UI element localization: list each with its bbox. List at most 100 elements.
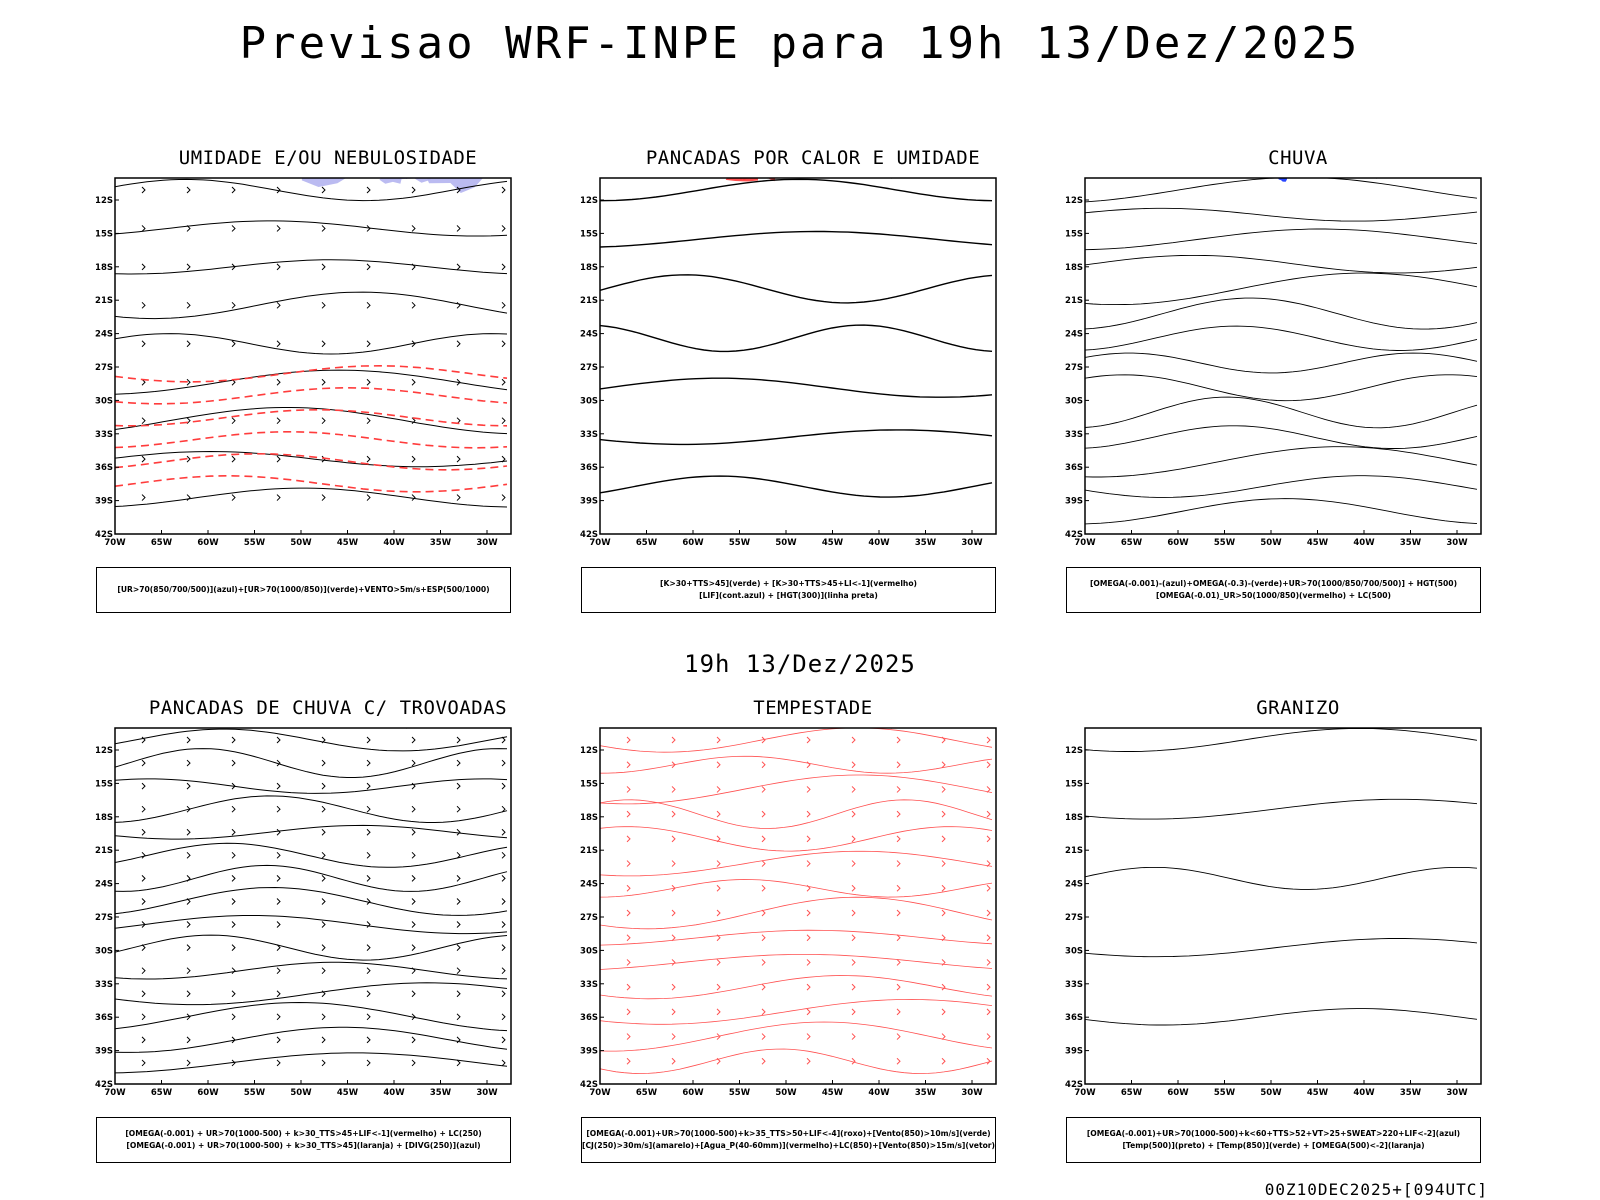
lon-tick-label: 30W <box>961 538 983 548</box>
lon-tick-label: 65W <box>151 538 173 548</box>
lon-tick-label: 35W <box>1400 538 1422 548</box>
lat-tick-label: 27S <box>95 913 113 923</box>
map-canvas: 1004100810081004100010081008101210161016… <box>95 177 512 548</box>
panel-tempestade: TEMPESTADE 405040303012S15S18S21S24S27S3… <box>563 697 1063 1177</box>
lat-tick-label: 39S <box>1065 1047 1083 1057</box>
panel-title: PANCADAS DE CHUVA C/ TROVOADAS <box>148 697 508 719</box>
lon-tick-label: 35W <box>430 1088 452 1098</box>
lat-tick-label: 18S <box>1065 263 1083 273</box>
lat-tick-label: 27S <box>580 913 598 923</box>
map-canvas: 121215151818-9-9121512S15S18S21S24S27S30… <box>1065 727 1482 1098</box>
panel-pancadas-calor: PANCADAS POR CALOR E UMIDADE 95209600960… <box>563 147 1063 627</box>
map-canvas: 9520960096009600960095209520944094409360… <box>580 177 997 548</box>
lon-tick-label: 40W <box>1353 538 1375 548</box>
lon-tick-label: 50W <box>1260 1088 1282 1098</box>
lon-tick-label: 70W <box>1074 538 1096 548</box>
lat-tick-label: 12S <box>1065 746 1083 756</box>
lat-tick-label: 33S <box>95 430 113 440</box>
legend-line: [LIF](cont.azul) + [HGT(300)](linha pret… <box>699 591 878 600</box>
lat-tick-label: 39S <box>1065 497 1083 507</box>
lat-tick-label: 39S <box>580 1047 598 1057</box>
lat-tick-label: 30S <box>95 946 113 956</box>
lat-tick-label: 42S <box>580 530 598 540</box>
lat-tick-label: 42S <box>580 1080 598 1090</box>
lat-tick-label: 27S <box>1065 363 1083 373</box>
panel-title: GRANIZO <box>1256 697 1340 719</box>
lat-tick-label: 36S <box>1065 463 1083 473</box>
lat-tick-label: 21S <box>1065 846 1083 856</box>
lat-tick-label: 33S <box>1065 980 1083 990</box>
lon-tick-label: 55W <box>244 1088 266 1098</box>
lon-tick-label: 60W <box>682 1088 704 1098</box>
lon-tick-label: 50W <box>290 538 312 548</box>
lon-tick-label: 65W <box>1121 1088 1143 1098</box>
lat-tick-label: 24S <box>95 330 113 340</box>
lat-tick-label: 39S <box>95 497 113 507</box>
lon-tick-label: 60W <box>197 1088 219 1098</box>
lon-tick-label: 65W <box>151 1088 173 1098</box>
lat-tick-label: 18S <box>95 813 113 823</box>
map-trovoadas: 12S 15S 18S 21S 24S 27S 30S 33S 36S 39S 42S 70W 65W 6… <box>95 724 513 1098</box>
lon-tick-label: 55W <box>1214 538 1236 548</box>
lon-tick-label: 45W <box>1307 1088 1329 1098</box>
lon-tick-label: 40W <box>1353 1088 1375 1098</box>
lon-tick-label: 60W <box>197 538 219 548</box>
lon-tick-label: 55W <box>729 538 751 548</box>
legend-line: [OMEGA(-0.001)+UR>70(1000-500)+k<60+TTS>… <box>1086 1129 1461 1138</box>
legend-box: [OMEGA(-0.001) + UR>70(1000-500) + k>30_… <box>96 1117 511 1163</box>
legend-line: [Temp(500)](preto) + [Temp(850)](verde) … <box>1122 1141 1425 1150</box>
lat-tick-label: 30S <box>580 946 598 956</box>
lat-tick-label: 36S <box>580 1013 598 1023</box>
lon-tick-label: 65W <box>636 1088 658 1098</box>
lon-tick-label: 30W <box>1446 538 1468 548</box>
lon-tick-label: 50W <box>775 1088 797 1098</box>
legend-box: [UR>70(850/700/500)](azul)+[UR>70(1000/8… <box>96 567 511 613</box>
lat-tick-label: 15S <box>95 229 113 239</box>
lon-tick-label: 30W <box>1446 1088 1468 1098</box>
legend-line: [K>30+TTS>45](verde) + [K>30+TTS>45+LI<-… <box>659 579 918 588</box>
legend-line: [OMEGA(-0.001) + UR>70(1000-500) + k>30_… <box>126 1141 481 1150</box>
lat-tick-label: 36S <box>1065 1013 1083 1023</box>
lat-tick-label: 21S <box>95 846 113 856</box>
panel-umidade: UMIDADE E/OU NEBULOSIDADE 10041008100810… <box>78 147 578 627</box>
lat-tick-label: 42S <box>1065 530 1083 540</box>
lon-tick-label: 55W <box>1214 1088 1236 1098</box>
lon-tick-label: 45W <box>337 1088 359 1098</box>
panel-title: PANCADAS POR CALOR E UMIDADE <box>645 147 981 169</box>
lat-tick-label: 39S <box>95 1047 113 1057</box>
map-canvas: 405040303012S15S18S21S24S27S30S33S36S39S… <box>580 727 997 1098</box>
lon-tick-label: 70W <box>589 1088 611 1098</box>
lat-tick-label: 12S <box>580 746 598 756</box>
lat-tick-label: 18S <box>580 263 598 273</box>
panel-title: TEMPESTADE <box>753 697 873 719</box>
lon-tick-label: 65W <box>636 538 658 548</box>
lat-tick-label: 27S <box>580 363 598 373</box>
main-title: Previsao WRF-INPE para 19h 13/Dez/2025 <box>239 18 1361 69</box>
map-canvas: 5825795765765735735705675645615585555525… <box>1065 177 1482 548</box>
legend-line: [CJ(250)>30m/s](amarelo)+[Agua_P(40-60mm… <box>581 1141 996 1150</box>
map-tempestade: 405040303012S15S18S21S24S27S30S33S36S39S… <box>580 724 998 1098</box>
lon-tick-label: 45W <box>1307 538 1329 548</box>
lat-tick-label: 18S <box>1065 813 1083 823</box>
legend-box: [K>30+TTS>45](verde) + [K>30+TTS>45+LI<-… <box>581 567 996 613</box>
lon-tick-label: 35W <box>430 538 452 548</box>
lon-tick-label: 40W <box>868 1088 890 1098</box>
map-granizo: 121215151818-9-9121512S15S18S21S24S27S30… <box>1065 724 1483 1098</box>
map-chuva: 5825795765765735735705675645615585555525… <box>1065 174 1483 548</box>
legend-line: [OMEGA(-0.001)+UR>70(1000-500)+k>35_TTS>… <box>586 1129 991 1138</box>
map-umidade: 1004100810081004100010081008101210161016… <box>95 174 513 548</box>
lat-tick-label: 15S <box>1065 779 1083 789</box>
lon-tick-label: 35W <box>915 1088 937 1098</box>
lat-tick-label: 15S <box>580 779 598 789</box>
lon-tick-label: 40W <box>868 538 890 548</box>
panel-title: CHUVA <box>1268 147 1328 169</box>
lon-tick-label: 60W <box>1167 1088 1189 1098</box>
lat-tick-label: 27S <box>1065 913 1083 923</box>
lon-tick-label: 60W <box>1167 538 1189 548</box>
lat-tick-label: 15S <box>95 779 113 789</box>
lat-tick-label: 33S <box>580 430 598 440</box>
lon-tick-label: 70W <box>104 1088 126 1098</box>
lon-tick-label: 40W <box>383 1088 405 1098</box>
lon-tick-label: 70W <box>104 538 126 548</box>
lon-tick-label: 55W <box>729 1088 751 1098</box>
